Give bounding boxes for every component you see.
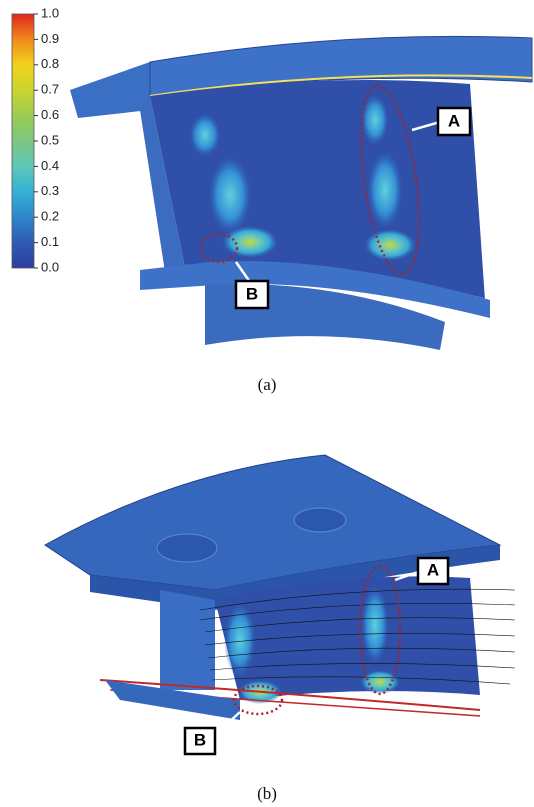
colorbar-tick-label: 0.3 (41, 183, 59, 198)
panel-a-geometry (70, 36, 532, 350)
colorbar-ticks: 1.0 0.9 0.8 0.7 0.6 0.5 0.4 0.3 0.2 0.1 0.0 (34, 5, 59, 274)
colorbar-tick-label: 0.0 (41, 259, 59, 274)
colorbar-tick-label: 0.7 (41, 82, 59, 97)
caption: (a) (258, 375, 277, 394)
callout-label: A (448, 111, 460, 130)
colorbar-tick-label: 0.2 (41, 209, 59, 224)
caption: (b) (257, 784, 277, 803)
colorbar-tick-label: 0.6 (41, 107, 59, 122)
colorbar-tick-label: 0.5 (41, 132, 59, 147)
callout-label: A (427, 560, 439, 579)
colorbar-tick-label: 1.0 (41, 5, 59, 20)
colorbar-tick-label: 0.8 (41, 56, 59, 71)
callout-label: B (246, 284, 258, 303)
colorbar-tick-label: 0.1 (41, 234, 59, 249)
colorbar (12, 14, 34, 268)
colorbar-tick-label: 0.9 (41, 31, 59, 46)
callout-label: B (194, 730, 206, 749)
panel-b-geometry (45, 455, 515, 720)
colorbar-tick-label: 0.4 (41, 158, 59, 173)
figure: 1.0 0.9 0.8 0.7 0.6 0.5 0.4 0.3 0.2 0.1 0.0 A B (a… (0, 0, 534, 807)
